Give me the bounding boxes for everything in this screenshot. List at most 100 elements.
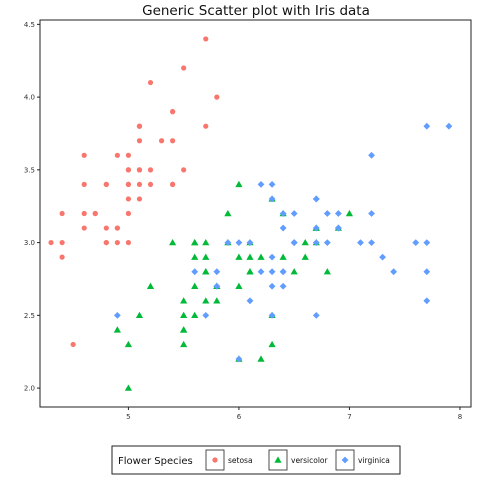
versicolor-point (290, 268, 298, 275)
setosa-point (136, 138, 143, 144)
virginica-point (191, 268, 199, 276)
setosa-point (203, 36, 209, 42)
virginica-point (423, 239, 431, 246)
setosa-point (147, 167, 154, 173)
legend-label-versicolor: versicolor (291, 456, 329, 465)
virginica-point (312, 195, 320, 203)
versicolor-point (268, 340, 276, 348)
legend-entries: setosa versicolor virginica (205, 449, 390, 471)
data-points (48, 36, 453, 391)
versicolor-point (235, 180, 243, 188)
setosa-point (136, 167, 143, 173)
virginica-point (224, 239, 232, 246)
versicolor-point (113, 326, 121, 333)
legend-key-virginica (341, 456, 349, 464)
setosa-point (214, 94, 220, 100)
series-virginica (113, 122, 453, 363)
virginica-point (268, 195, 276, 203)
virginica-point (323, 239, 331, 246)
virginica-point (235, 355, 243, 363)
setosa-point (136, 123, 143, 129)
versicolor-point (202, 268, 210, 275)
virginica-point (235, 239, 243, 246)
versicolor-point (135, 311, 144, 319)
virginica-point (312, 224, 320, 232)
versicolor-point (213, 297, 221, 304)
setosa-point (125, 210, 132, 217)
series-versicolor (113, 180, 354, 391)
virginica-point (412, 239, 420, 246)
y-tick-label: 2.0 (24, 385, 35, 393)
virginica-point (268, 253, 276, 261)
versicolor-point (235, 282, 243, 289)
versicolor-point (202, 253, 210, 260)
x-tick-label: 6 (237, 413, 242, 421)
versicolor-point (180, 326, 188, 333)
setosa-point (114, 152, 120, 158)
versicolor-point (323, 268, 331, 275)
setosa-point (125, 167, 132, 173)
x-tick-label: 5 (126, 413, 130, 421)
virginica-point (368, 210, 375, 217)
virginica-point (423, 122, 431, 130)
versicolor-point (180, 311, 188, 319)
setosa-point (136, 196, 143, 202)
setosa-point (203, 123, 209, 129)
versicolor-point (235, 253, 243, 260)
setosa-point (181, 65, 187, 71)
virginica-point (113, 311, 121, 319)
virginica-point (257, 181, 265, 188)
setosa-point (170, 181, 176, 188)
versicolor-point (246, 253, 254, 260)
virginica-point (368, 151, 375, 159)
virginica-point (379, 253, 386, 261)
legend-title: Flower Species (118, 456, 193, 467)
virginica-point (357, 239, 364, 246)
setosa-point (114, 225, 120, 231)
setosa-point (147, 79, 154, 86)
setosa-point (181, 167, 187, 173)
setosa-point (125, 152, 132, 158)
y-tick-label: 2.5 (24, 312, 35, 320)
setosa-point (70, 341, 76, 348)
virginica-point (246, 239, 254, 246)
virginica-point (279, 224, 287, 232)
setosa-point (81, 181, 87, 188)
legend: Flower Species setosa versicolor virginica (111, 445, 401, 475)
setosa-point (158, 138, 165, 144)
versicolor-point (191, 253, 199, 260)
setosa-point (147, 181, 154, 188)
setosa-point (114, 239, 120, 246)
setosa-point (59, 210, 65, 217)
x-axis: 5 6 7 8 (126, 407, 462, 421)
plot-area-frame (39, 19, 472, 408)
virginica-point (423, 297, 431, 305)
virginica-point (279, 210, 287, 217)
setosa-point (92, 210, 98, 217)
virginica-point (334, 210, 342, 217)
versicolor-point (257, 253, 265, 260)
versicolor-point (191, 238, 199, 246)
chart-title: Generic Scatter plot with Iris data (142, 3, 370, 19)
virginica-point (445, 122, 453, 130)
legend-key-setosa (212, 457, 218, 463)
virginica-point (246, 297, 254, 305)
virginica-point (390, 268, 398, 276)
virginica-point (268, 181, 276, 188)
versicolor-point (169, 238, 177, 246)
versicolor-point (202, 238, 210, 246)
virginica-point (279, 268, 287, 276)
virginica-point (202, 311, 210, 319)
versicolor-point (191, 282, 199, 289)
setosa-point (125, 181, 132, 188)
virginica-point (312, 311, 320, 319)
setosa-point (81, 225, 87, 231)
setosa-point (59, 239, 65, 246)
virginica-point (279, 282, 287, 290)
y-tick-label: 4.0 (24, 94, 35, 102)
virginica-point (213, 282, 221, 290)
setosa-point (136, 181, 143, 188)
setosa-point (103, 239, 109, 246)
setosa-point (59, 254, 65, 260)
